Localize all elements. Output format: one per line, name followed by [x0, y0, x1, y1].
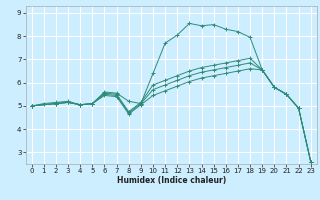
X-axis label: Humidex (Indice chaleur): Humidex (Indice chaleur) — [116, 176, 226, 185]
